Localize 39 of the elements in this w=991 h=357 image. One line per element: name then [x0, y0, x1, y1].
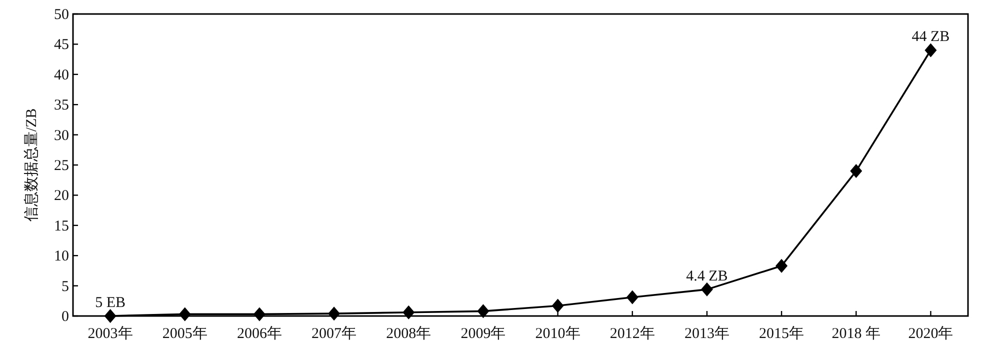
x-tick-label: 2009年 — [460, 325, 506, 342]
y-tick-label: 40 — [54, 67, 69, 84]
point — [402, 305, 415, 320]
x-tick-label: 2018 年 — [832, 325, 880, 342]
x-tick-label: 2007年 — [312, 325, 357, 342]
x-tick-label: 2015年 — [759, 325, 804, 342]
x-tick-label: 2008年 — [386, 325, 432, 342]
annotation: 5 EB — [95, 294, 126, 311]
x-tick-label: 2010年 — [535, 325, 580, 342]
y-axis-title: 信息数据总量/ZB — [23, 108, 40, 222]
y-tick-label: 15 — [54, 218, 69, 234]
point — [626, 290, 638, 304]
y-tick-label: 35 — [54, 98, 69, 114]
y-tick-label: 0 — [62, 309, 69, 325]
y-tick-label: 20 — [54, 188, 69, 204]
x-tick-label: 2012年 — [610, 325, 655, 342]
y-tick-label: 30 — [54, 128, 69, 144]
x-tick-label: 2013年 — [684, 325, 730, 342]
point — [477, 304, 490, 318]
point — [104, 308, 116, 323]
point — [328, 306, 340, 321]
point — [776, 258, 788, 273]
point — [552, 298, 564, 313]
point — [700, 282, 713, 296]
annotation: 4.4 ZB — [686, 268, 728, 284]
annotation: 44 ZB — [912, 29, 950, 46]
point — [924, 43, 937, 58]
y-tick-label: 10 — [54, 248, 69, 265]
x-tick-label: 2005年 — [162, 325, 208, 342]
x-tick-label: 2006年 — [236, 325, 282, 342]
x-tick-label: 2003年 — [88, 325, 133, 342]
point — [850, 164, 862, 178]
point — [253, 307, 266, 322]
y-tick-label: 25 — [54, 158, 69, 174]
y-tick-label: 5 — [62, 278, 69, 295]
y-tick-label: 50 — [54, 7, 69, 23]
point — [178, 307, 191, 322]
y-tick-label: 45 — [54, 37, 69, 54]
x-tick-label: 2020年 — [908, 325, 954, 342]
